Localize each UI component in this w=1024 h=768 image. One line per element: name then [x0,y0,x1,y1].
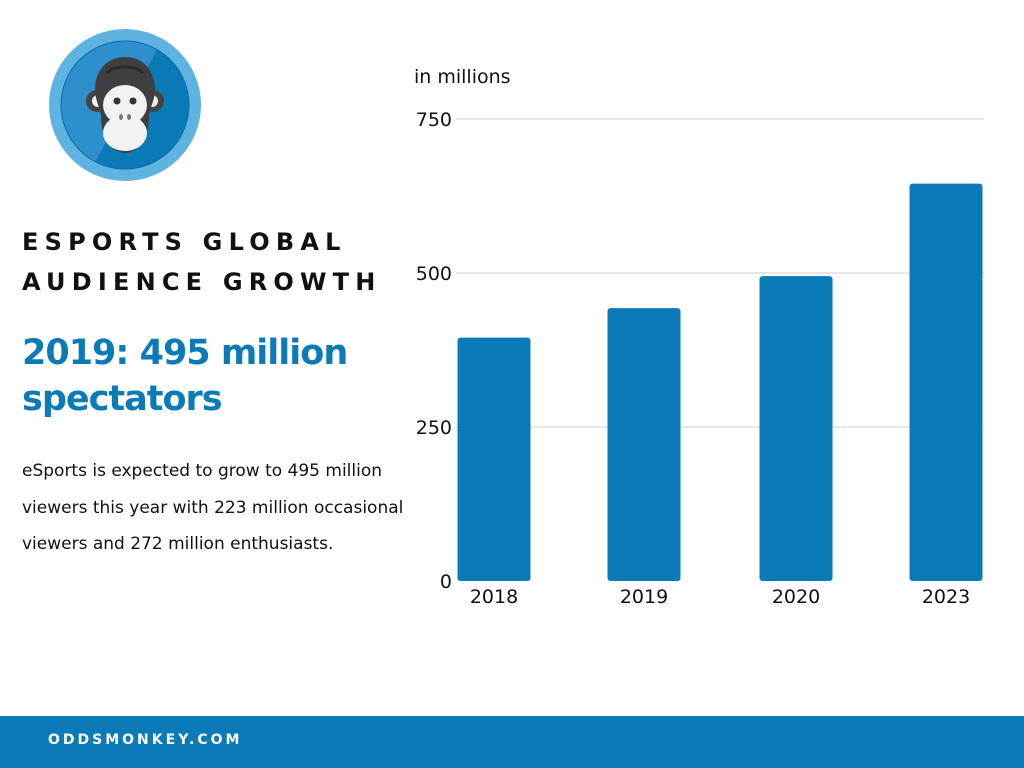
y-tick-label: 250 [416,417,452,439]
x-tick-label: 2023 [922,586,970,608]
heading-line-1: ESPORTS GLOBAL [22,228,347,256]
footer-site-link[interactable]: ODDSMONKEY.COM [48,732,243,748]
unit-label: in millions [414,66,511,88]
infographic-heading: ESPORTS GLOBAL AUDIENCE GROWTH [22,222,402,302]
bar-2020 [759,276,833,581]
y-tick-label: 750 [416,109,452,131]
x-tick-label: 2018 [470,586,518,608]
y-tick-label: 500 [416,263,452,285]
bar-2018 [457,337,531,581]
monkey-logo-icon [49,29,201,181]
x-tick-label: 2020 [772,586,820,608]
bar-2019 [607,308,681,581]
bar-2023 [909,183,983,581]
description-text: eSports is expected to grow to 495 milli… [22,461,404,554]
x-tick-label: 2019 [620,586,668,608]
bars [457,183,983,581]
grid-lines [456,118,984,428]
y-tick-label: 0 [440,571,452,593]
highlight-stat: 2019: 495 million spectators [22,333,348,419]
x-axis-ticks: 2018 2019 2020 2023 [470,586,970,608]
heading-line-2: AUDIENCE GROWTH [22,268,382,296]
bar-chart: in millions 0 250 500 750 2018 2019 2020 2023 [414,66,984,608]
footer-bar: ODDSMONKEY.COM [0,716,1024,768]
brand-logo [49,29,201,181]
y-axis-ticks: 0 250 500 750 [416,109,452,593]
